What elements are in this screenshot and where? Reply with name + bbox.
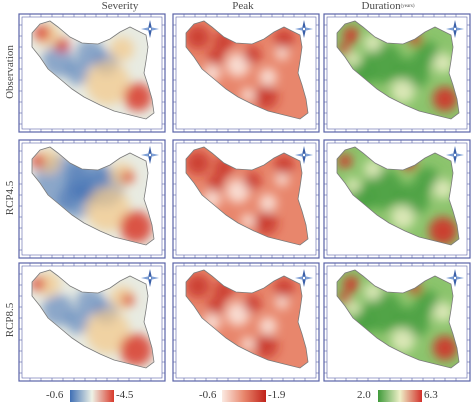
north-arrow-icon — [141, 20, 159, 38]
frame-tick-marks — [324, 140, 470, 258]
country-outline — [31, 269, 155, 369]
map-panel-severity-rcp45 — [18, 139, 166, 259]
row-label-observation: Observation — [4, 45, 16, 99]
frame-tick-marks — [19, 140, 165, 258]
country-outline — [185, 20, 309, 120]
map-panel-peak-rcp45 — [172, 139, 320, 259]
map-panel-peak-observation — [172, 13, 320, 133]
row-label-rcp45: RCP4.5 — [4, 180, 16, 216]
column-title-severity: Severity — [101, 0, 139, 12]
country-outline — [185, 146, 309, 246]
north-arrow-icon — [141, 269, 159, 287]
frame-tick-marks — [173, 140, 319, 258]
severity-legend-max: -4.5 — [116, 389, 134, 401]
map-panel-duration-rcp45 — [323, 139, 471, 259]
duration-legend-max: 6.3 — [424, 389, 438, 401]
country-outline — [336, 20, 460, 120]
country-outline — [185, 269, 309, 369]
map-panel-peak-rcp85 — [172, 262, 320, 382]
country-outline — [336, 269, 460, 369]
north-arrow-icon — [295, 20, 313, 38]
north-arrow-icon — [295, 269, 313, 287]
row-label-rcp85: RCP8.5 — [4, 302, 16, 338]
north-arrow-icon — [446, 269, 464, 287]
north-arrow-icon — [446, 146, 464, 164]
north-arrow-icon — [295, 146, 313, 164]
column-title-duration: Duration(years) — [333, 0, 443, 12]
map-panel-severity-rcp85 — [18, 262, 166, 382]
country-outline — [31, 20, 155, 120]
north-arrow-icon — [141, 146, 159, 164]
country-outline — [31, 146, 155, 246]
column-title-peak: Peak — [232, 0, 254, 12]
peak-legend-min: -0.6 — [199, 389, 217, 401]
duration-legend-bar — [378, 390, 422, 402]
frame-tick-marks — [173, 14, 319, 132]
frame-tick-marks — [19, 263, 165, 381]
map-panel-duration-observation — [323, 13, 471, 133]
interpolated-surface — [186, 21, 308, 119]
country-outline — [336, 146, 460, 246]
severity-legend-min: -0.6 — [46, 389, 64, 401]
north-arrow-icon — [446, 20, 464, 38]
frame-tick-marks — [173, 263, 319, 381]
duration-title-text: Duration — [361, 0, 401, 12]
severity-legend-bar — [70, 390, 114, 402]
duration-unit: (years) — [400, 3, 415, 9]
frame-tick-marks — [324, 14, 470, 132]
peak-legend-bar — [222, 390, 266, 402]
frame-tick-marks — [19, 14, 165, 132]
map-panel-severity-observation — [18, 13, 166, 133]
peak-legend-max: -1.9 — [268, 389, 286, 401]
interpolated-surface — [186, 270, 308, 368]
map-panel-duration-rcp85 — [323, 262, 471, 382]
duration-legend-min: 2.0 — [357, 389, 371, 401]
frame-tick-marks — [324, 263, 470, 381]
